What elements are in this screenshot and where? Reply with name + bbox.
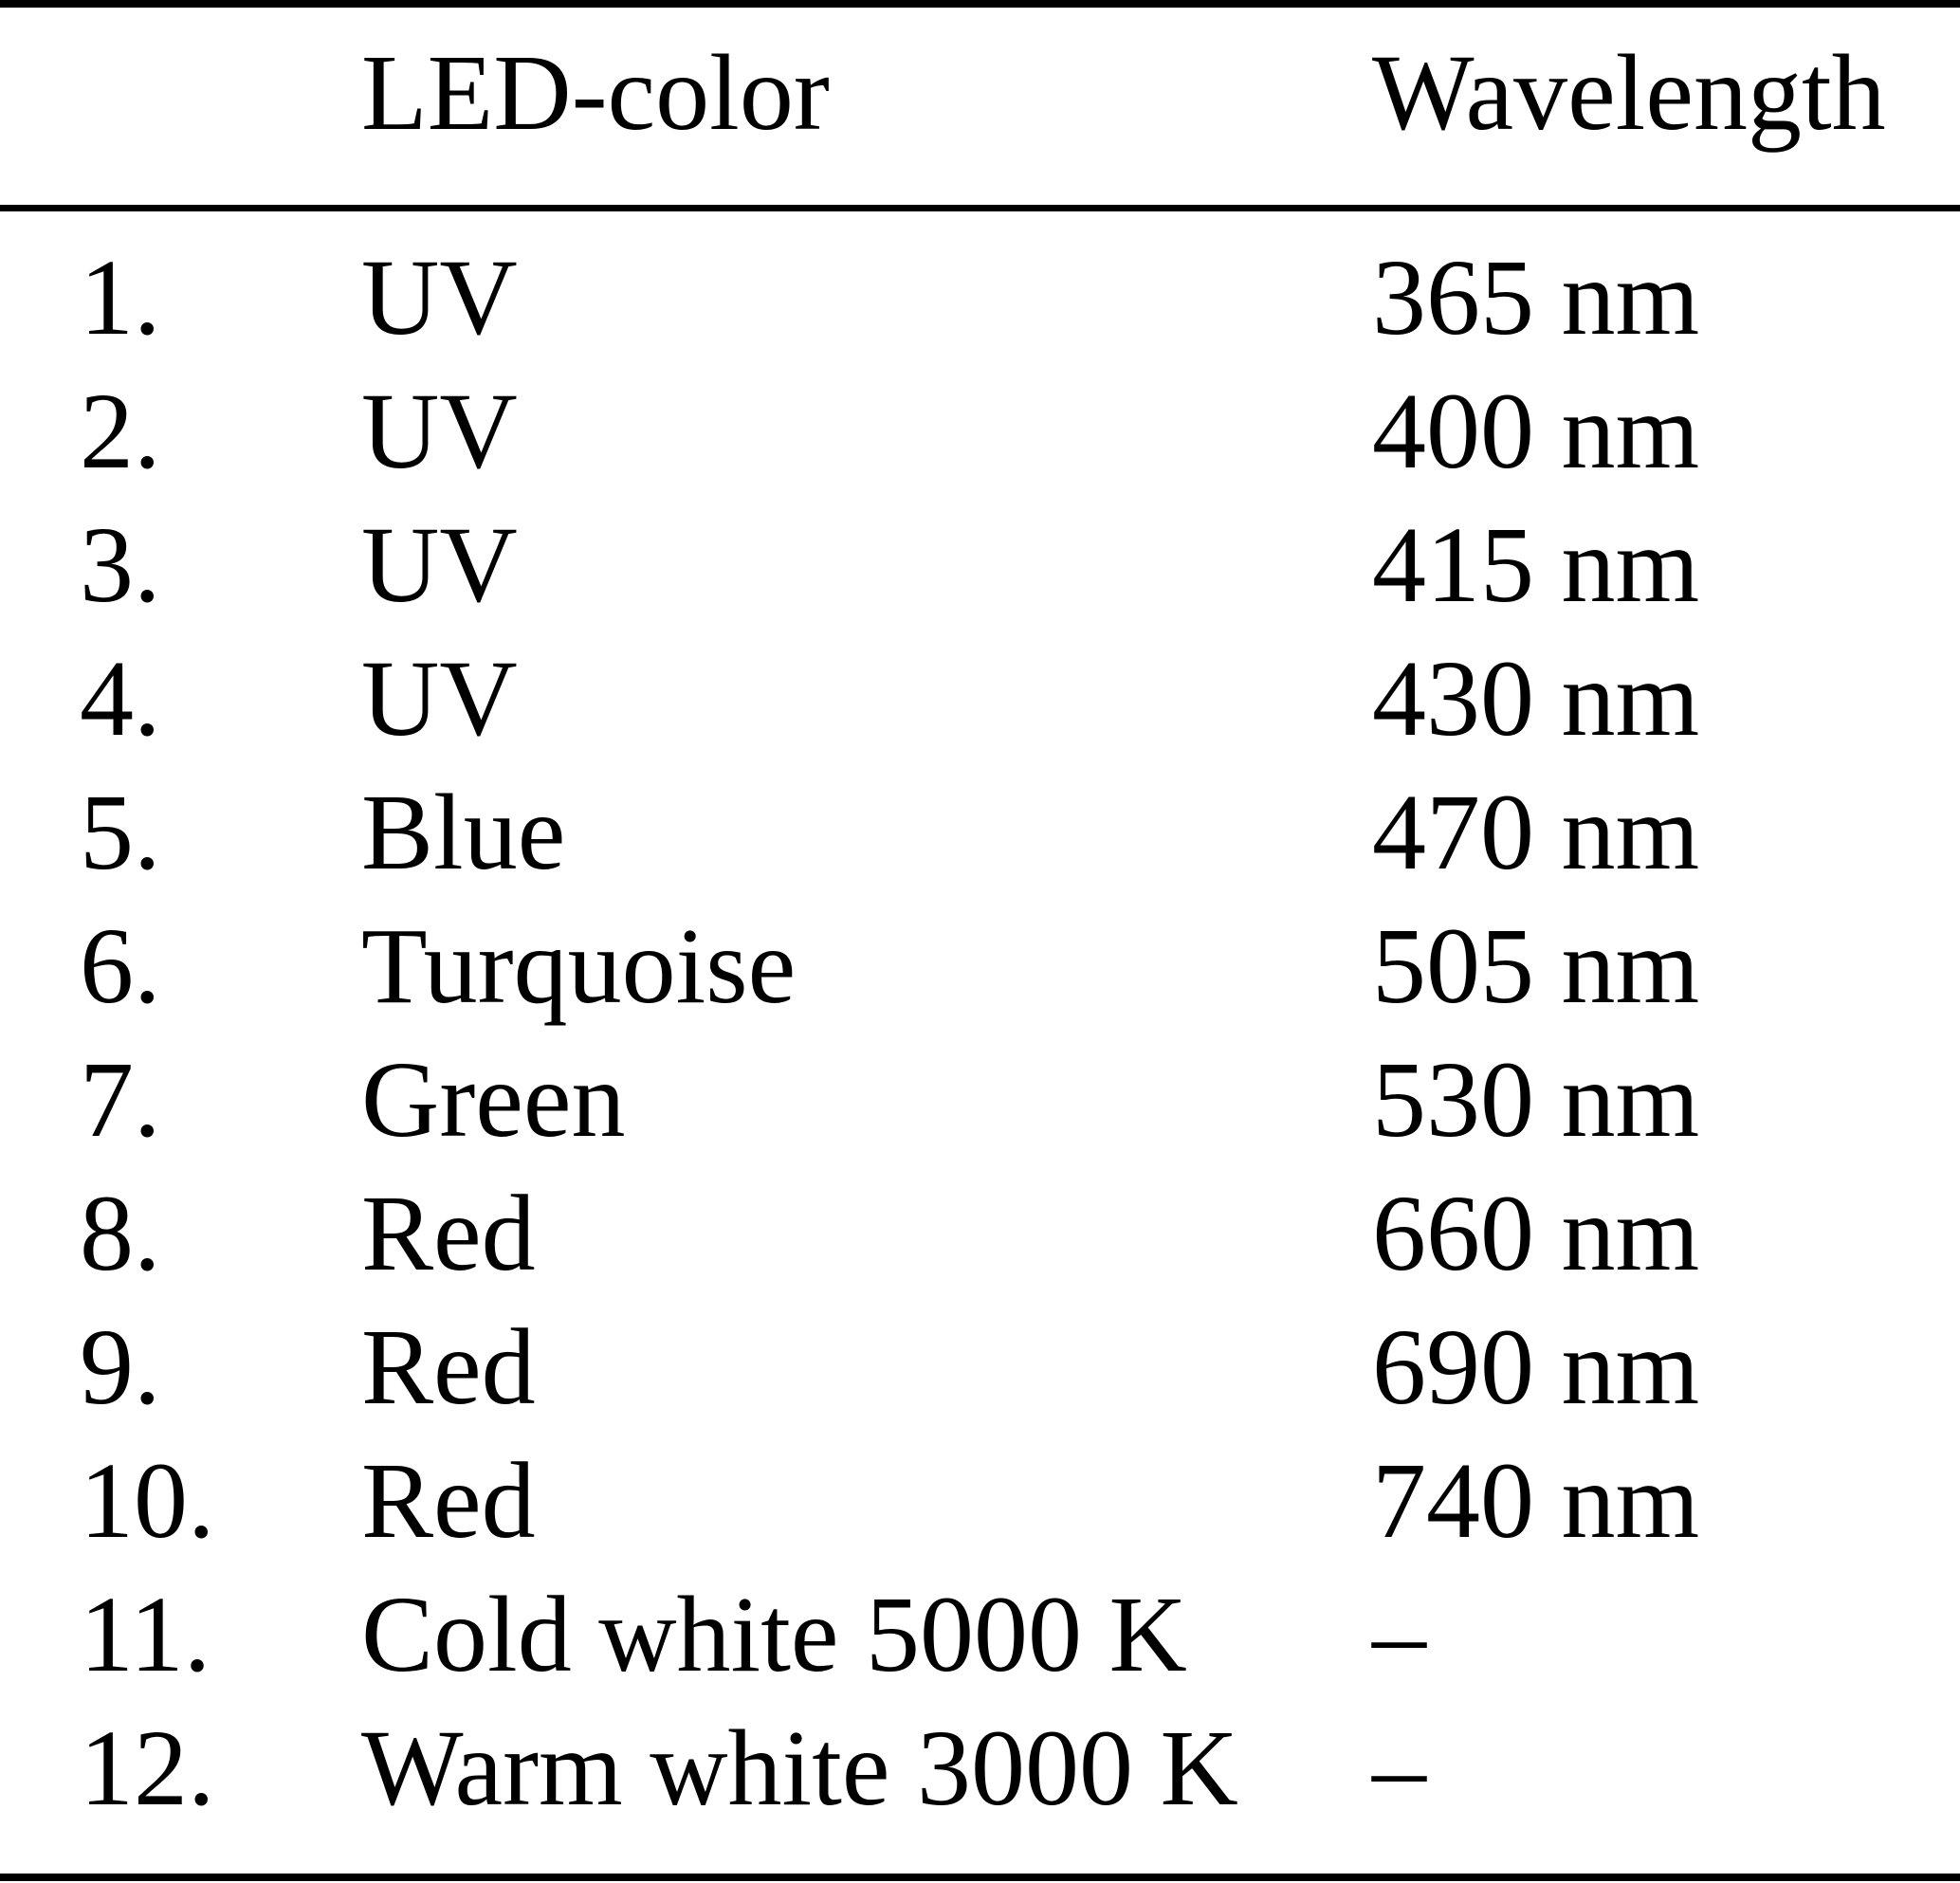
led-color-cell: UV	[361, 371, 518, 491]
header-led-color: LED-color	[361, 32, 830, 153]
wavelength-cell: 430 nm	[1372, 638, 1700, 759]
table-row: 3. UV 415 nm	[0, 498, 1960, 631]
led-color-cell: UV	[361, 638, 518, 759]
led-color-cell: Green	[361, 1039, 626, 1160]
table-bottom-rule	[0, 1874, 1960, 1881]
wavelength-cell: 365 nm	[1372, 237, 1700, 357]
wavelength-cell: –	[1372, 1708, 1426, 1828]
row-index: 12.	[80, 1708, 215, 1828]
wavelength-cell: 690 nm	[1372, 1307, 1700, 1427]
row-index: 4.	[80, 638, 161, 759]
table-body: 1. UV 365 nm 2. UV 400 nm 3. UV 415 nm 4…	[0, 230, 1960, 1835]
wavelength-cell: 530 nm	[1372, 1039, 1700, 1160]
wavelength-cell: 400 nm	[1372, 371, 1700, 491]
wavelength-cell: 470 nm	[1372, 772, 1700, 892]
led-color-cell: Warm white 3000 K	[361, 1708, 1238, 1828]
table-row: 11. Cold white 5000 K –	[0, 1567, 1960, 1701]
table-row: 12. Warm white 3000 K –	[0, 1701, 1960, 1835]
led-color-cell: Red	[361, 1173, 536, 1293]
row-index: 10.	[80, 1440, 215, 1561]
led-color-cell: UV	[361, 504, 518, 625]
row-index: 6.	[80, 905, 161, 1026]
table-row: 5. Blue 470 nm	[0, 765, 1960, 899]
led-color-cell: Turquoise	[361, 905, 797, 1026]
led-color-cell: UV	[361, 237, 518, 357]
row-index: 1.	[80, 237, 161, 357]
table-row: 10. Red 740 nm	[0, 1434, 1960, 1567]
wavelength-cell: –	[1372, 1574, 1426, 1694]
table-row: 2. UV 400 nm	[0, 364, 1960, 498]
wavelength-cell: 660 nm	[1372, 1173, 1700, 1293]
wavelength-cell: 740 nm	[1372, 1440, 1700, 1561]
row-index: 9.	[80, 1307, 161, 1427]
table-row: 9. Red 690 nm	[0, 1300, 1960, 1434]
table-row: 7. Green 530 nm	[0, 1033, 1960, 1166]
table-row: 6. Turquoise 505 nm	[0, 899, 1960, 1033]
wavelength-cell: 505 nm	[1372, 905, 1700, 1026]
led-color-cell: Cold white 5000 K	[361, 1574, 1187, 1694]
table-header-rule	[0, 205, 1960, 211]
row-index: 7.	[80, 1039, 161, 1160]
table-row: 4. UV 430 nm	[0, 631, 1960, 765]
header-index-spacer	[0, 8, 361, 205]
table-top-rule	[0, 0, 1960, 8]
header-wavelength: Wavelength	[1372, 32, 1886, 153]
led-color-cell: Blue	[361, 772, 566, 892]
row-index: 8.	[80, 1173, 161, 1293]
row-index: 11.	[80, 1574, 211, 1694]
led-color-cell: Red	[361, 1440, 536, 1561]
table-header-row: LED-color Wavelength	[0, 8, 1960, 205]
table-row: 1. UV 365 nm	[0, 230, 1960, 364]
row-index: 2.	[80, 371, 161, 491]
table-row: 8. Red 660 nm	[0, 1166, 1960, 1300]
row-index: 3.	[80, 504, 161, 625]
row-index: 5.	[80, 772, 161, 892]
wavelength-cell: 415 nm	[1372, 504, 1700, 625]
led-color-cell: Red	[361, 1307, 536, 1427]
